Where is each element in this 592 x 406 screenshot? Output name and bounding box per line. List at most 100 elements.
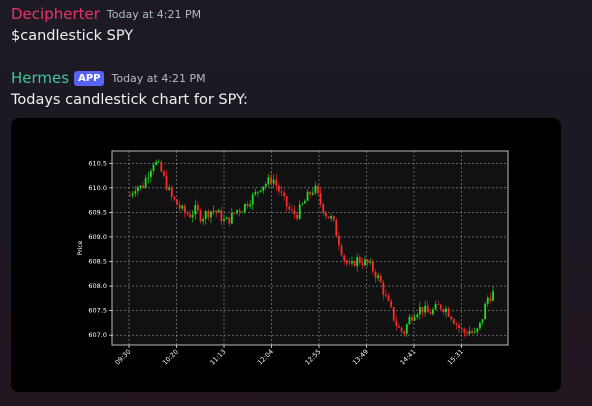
candle-body [238,210,241,212]
candle-body [283,192,285,196]
candle-body [144,177,147,188]
candle-body [183,205,186,213]
candle-body [434,304,437,310]
candle-body [176,199,178,205]
candle-body [343,255,346,261]
candle-body [277,185,280,192]
candle-body [228,217,231,224]
candle-body [390,300,393,308]
x-tick-label: 12:04 [256,348,275,367]
candle-body [168,187,171,190]
candle-body [330,216,332,219]
candle-body [437,304,440,305]
candle-body [356,257,359,267]
message-bot: Hermes APP Today at 4:21 PM Todays candl… [11,69,248,108]
username-decipherter[interactable]: Decipherter [11,5,100,23]
candle-body [332,216,335,220]
candle-body [489,297,492,301]
candle-body [202,218,205,222]
candle-body [345,260,348,264]
candle-body [280,191,283,193]
candle-body [311,192,314,195]
candle-body [395,320,398,326]
candle-body [165,175,168,190]
candle-body [259,190,262,192]
candle-body [160,161,163,172]
candle-body [445,308,447,313]
x-tick-label: 09:30 [114,348,133,367]
y-tick-label: 610.0 [88,184,107,192]
candle-body [361,262,364,266]
candle-body [131,193,134,196]
candle-body [426,305,429,313]
candle-body [317,185,319,194]
candle-body [272,179,275,184]
candle-body [471,330,474,333]
candle-body [322,203,325,213]
candle-body [400,327,403,332]
candle-body [301,203,304,205]
candle-body [382,282,385,295]
candle-body [398,325,400,328]
candle-body [371,261,374,272]
message-header: Decipherter Today at 4:21 PM [11,5,201,23]
candles [129,159,494,338]
candle-body [257,191,259,193]
candle-body [411,316,413,321]
candle-body [465,332,468,334]
candle-body [178,204,181,209]
candle-body [210,211,212,218]
plot-area [111,150,509,346]
candle-body [348,263,351,265]
username-hermes[interactable]: Hermes [11,69,70,87]
candle-body [424,305,427,313]
candle-body [476,328,479,332]
candle-body [194,205,197,215]
message-text: Todays candlestick chart for SPY: [11,92,248,108]
candlestick-chart: 607.0 607.5 608.0 608.5 609.0 609.5 610.0 610.5… [77,150,509,367]
candle-body [468,330,471,334]
message-timestamp: Today at 4:21 PM [111,71,206,85]
candle-body [314,185,317,193]
candle-body [486,297,489,304]
candle-body [244,203,246,212]
candle-body [264,184,267,187]
candle-body [152,164,155,171]
candle-body [479,322,481,329]
candle-body [418,307,421,315]
candle-body [142,185,144,188]
candle-body [139,185,142,188]
grid-lines [112,151,508,345]
candle-body [285,195,288,207]
candle-body [413,317,416,321]
candle-body [241,211,244,213]
candle-body [353,261,356,267]
candle-body [416,314,419,318]
x-axis-ticks: 09:30 10:20 11:13 12:04 12:55 13:49 14:41 15:31 [114,345,465,367]
candle-body [191,214,194,218]
candle-body [249,204,252,207]
candle-body [288,206,291,210]
x-tick-label: 14:41 [399,348,418,367]
candle-body [379,275,382,283]
candle-body [374,271,377,278]
candle-body [215,210,218,213]
candle-body [129,195,131,197]
candle-body [403,331,406,334]
candle-body [351,261,353,264]
candle-body [134,191,137,194]
x-tick-label: 12:55 [304,348,323,367]
chart-embed-image[interactable]: 607.0 607.5 608.0 608.5 609.0 609.5 610.0 610.5… [11,118,561,392]
y-tick-label: 609.5 [88,208,107,216]
candle-body [236,210,238,214]
candle-body [199,210,202,222]
message-text: $candlestick SPY [11,28,134,44]
candle-body [149,170,152,178]
candle-body [251,194,254,205]
candle-body [481,319,484,323]
candle-body [225,217,228,219]
y-tick-label: 610.5 [88,159,107,167]
candle-body [364,259,366,266]
candle-body [439,304,442,310]
x-tick-label: 13:49 [351,348,370,367]
